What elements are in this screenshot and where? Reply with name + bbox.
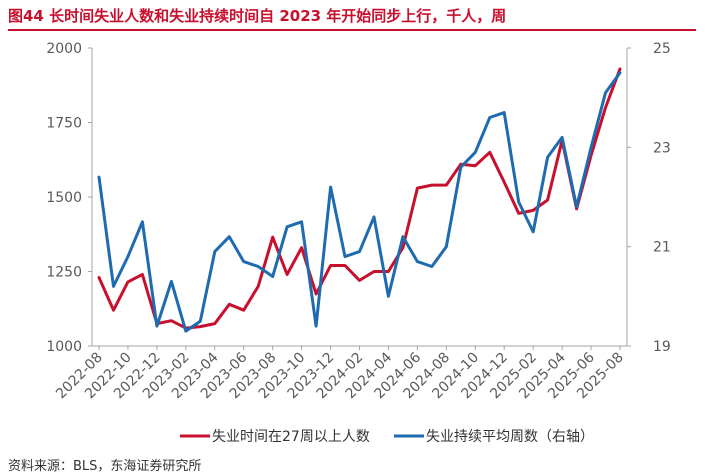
source-note: 资料来源：BLS，东海证券研究所 bbox=[8, 459, 202, 474]
series-line-long-term-unemployed bbox=[97, 67, 622, 330]
chart-axes bbox=[91, 48, 628, 347]
right-y-axis: 19 21 23 25 bbox=[627, 41, 671, 355]
series-lines bbox=[97, 67, 622, 333]
legend-label-series-a: 失业时间在27周以上人数 bbox=[212, 429, 370, 445]
title-rule bbox=[8, 29, 696, 31]
right-tick-label: 21 bbox=[653, 240, 671, 256]
left-tick-label: 1750 bbox=[46, 116, 82, 132]
left-tick-label: 1500 bbox=[46, 190, 82, 206]
legend-label-series-b: 失业持续平均周数（右轴） bbox=[426, 428, 594, 445]
series-line-avg-duration bbox=[97, 71, 622, 333]
left-tick-label: 1250 bbox=[46, 265, 82, 281]
chart-title: 图44 长时间失业人数和失业持续时间自 2023 年开始同步上行，千人，周 bbox=[8, 7, 507, 25]
x-axis: 2022-082022-102022-122023-022023-042023-… bbox=[53, 346, 627, 402]
left-tick-label: 2000 bbox=[46, 41, 82, 57]
right-tick-label: 19 bbox=[653, 339, 671, 355]
left-tick-label: 1000 bbox=[46, 339, 82, 355]
legend: 失业时间在27周以上人数 失业持续平均周数（右轴） bbox=[180, 428, 594, 445]
right-tick-label: 25 bbox=[653, 41, 671, 57]
left-y-axis: 1000 1250 1500 1750 2000 bbox=[46, 41, 92, 355]
right-tick-label: 23 bbox=[653, 140, 671, 156]
